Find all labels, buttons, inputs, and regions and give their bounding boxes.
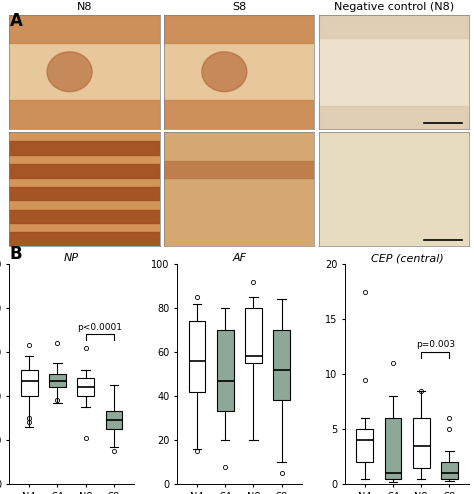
Ellipse shape <box>47 52 92 92</box>
PathPatch shape <box>49 374 66 387</box>
Polygon shape <box>9 209 160 223</box>
PathPatch shape <box>189 321 206 392</box>
PathPatch shape <box>384 418 401 479</box>
Polygon shape <box>9 100 160 128</box>
Polygon shape <box>9 141 160 155</box>
Polygon shape <box>9 164 160 178</box>
Text: p=0.003: p=0.003 <box>416 340 455 349</box>
Polygon shape <box>9 15 160 43</box>
PathPatch shape <box>356 429 373 462</box>
Text: Negative control (N8): Negative control (N8) <box>334 2 454 12</box>
PathPatch shape <box>106 412 122 429</box>
PathPatch shape <box>77 378 94 396</box>
PathPatch shape <box>245 308 262 363</box>
Ellipse shape <box>202 52 247 92</box>
Polygon shape <box>319 106 469 128</box>
Text: B: B <box>9 245 22 262</box>
Text: S8: S8 <box>232 2 246 12</box>
Polygon shape <box>9 187 160 201</box>
Text: N8: N8 <box>77 2 92 12</box>
Title: CEP (central): CEP (central) <box>371 253 444 263</box>
Polygon shape <box>9 232 160 246</box>
Title: AF: AF <box>232 253 246 263</box>
PathPatch shape <box>441 462 458 479</box>
Text: p<0.0001: p<0.0001 <box>77 323 122 331</box>
PathPatch shape <box>217 330 234 412</box>
PathPatch shape <box>413 418 430 468</box>
Polygon shape <box>319 15 469 38</box>
Polygon shape <box>164 15 314 43</box>
PathPatch shape <box>273 330 290 401</box>
Polygon shape <box>164 161 314 178</box>
PathPatch shape <box>21 370 38 396</box>
Text: A: A <box>9 12 22 30</box>
Title: NP: NP <box>64 253 79 263</box>
Polygon shape <box>164 100 314 128</box>
